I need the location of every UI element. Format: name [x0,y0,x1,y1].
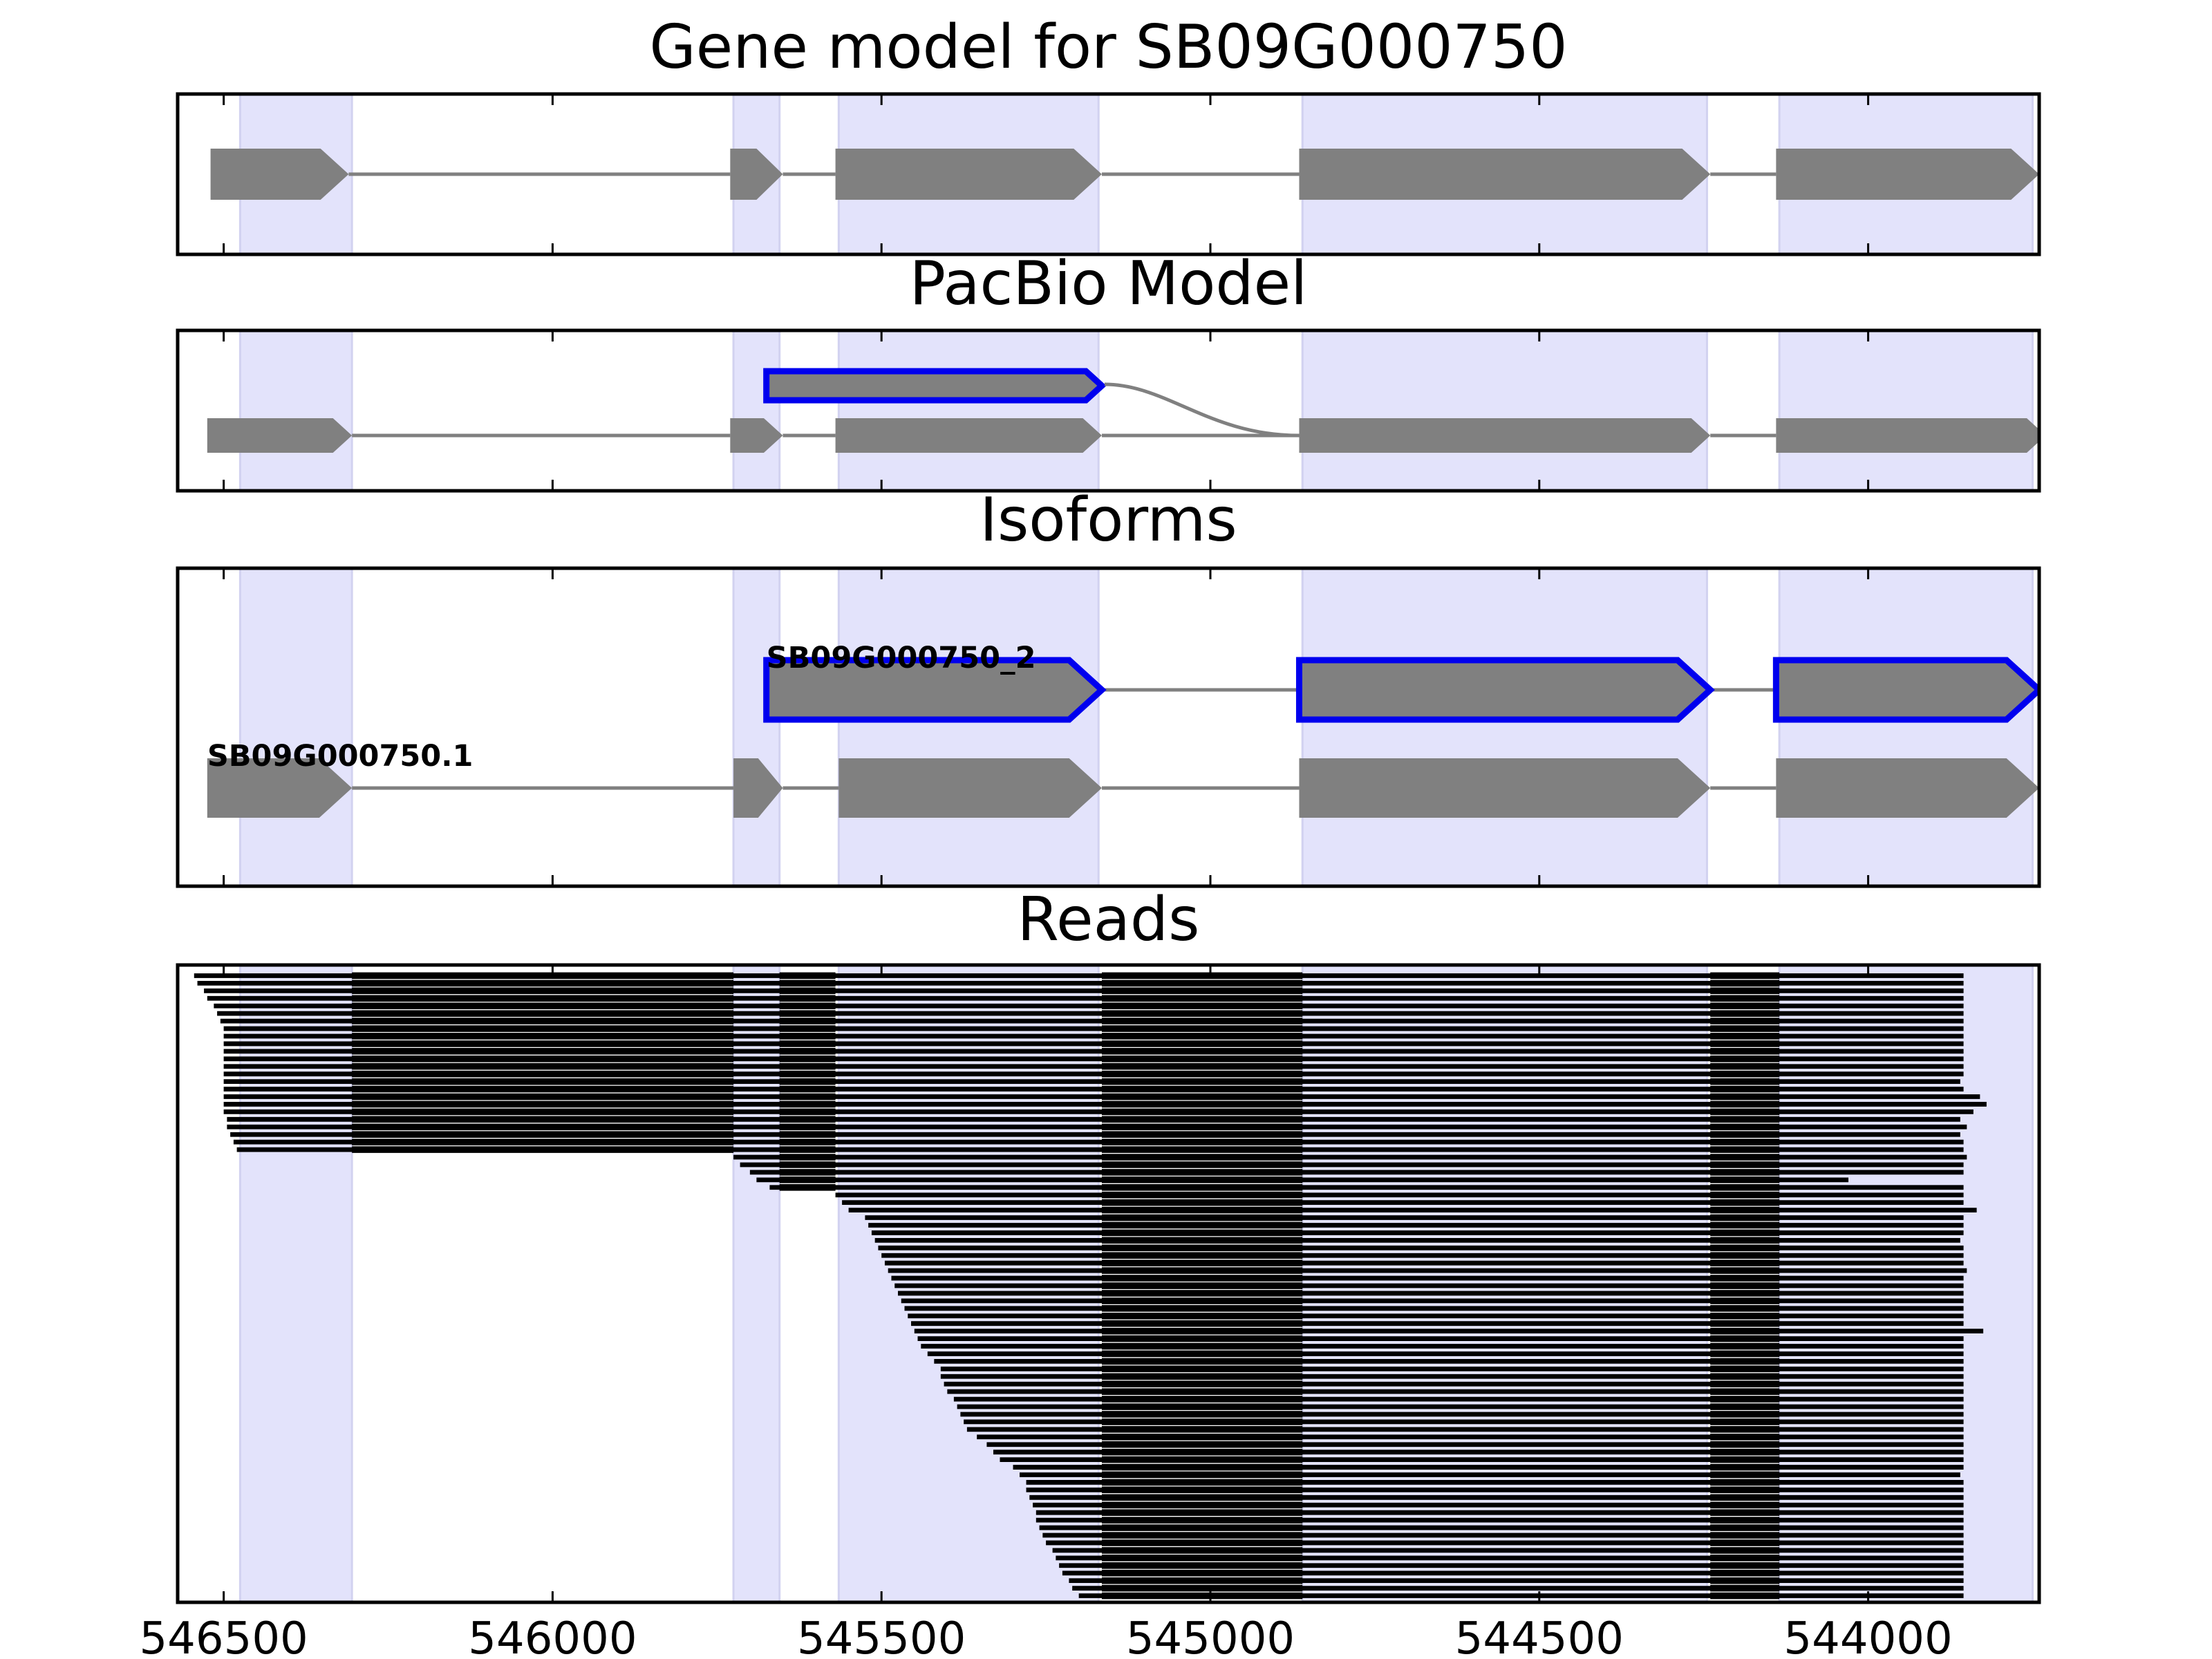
panel-2-plot-area [207,568,2039,886]
panel-1: PacBio Model [176,248,2041,493]
panel-0: Gene model for SB09G000750 [176,12,2041,256]
panel-1-transcript-0-exon-2 [835,418,1102,453]
panel-2-highlight-region-3 [1301,568,1708,886]
x-tick-label-5: 544000 [1783,1613,1952,1659]
panel-0-transcript-0-exon-0 [210,149,349,200]
panel-1-transcript-0-exon-4 [1776,418,2039,453]
panel-0-transcript-0-exon-2 [835,149,1102,200]
x-tick-label-0: 546500 [139,1613,308,1659]
panel-2-highlight-region-2 [837,568,1100,886]
panel-1-frame [176,328,2041,493]
panel-1-transcript-0-exon-1 [730,418,783,453]
panel-1-highlight-region-2 [837,330,1100,491]
x-axis: 546500 546000 545500 545000 544500 544000 [139,1613,1952,1659]
panel-0-transcript-0-exon-4 [1776,149,2039,200]
panel-2-transcript-0-exon-2 [1772,657,2039,723]
panel-2-highlight-region-1 [732,568,781,886]
isoform-label-2: SB09G000750_2 [767,641,1036,675]
panel-2: SB09G000750_2 SB09G000750.1 Isoforms [176,485,2041,888]
panel-0-transcript-0-exon-1 [730,149,783,200]
x-tick-label-3: 545000 [1126,1613,1295,1659]
panel-2-transcript-1-exon-1 [733,758,783,818]
panel-0-frame [176,92,2041,256]
panel-3-frame [176,963,2041,1604]
panel-1-highlight-region-1 [732,330,781,491]
panel-3: Reads [176,884,2041,1604]
panel-2-highlight-region-0 [238,568,353,886]
panel-1-title: PacBio Model [910,248,1308,319]
panel-2-transcript-0-exon-0 [763,657,1107,723]
panel-1-novel-junction [1104,382,1300,438]
panel-1-transcript-0-exon-0 [207,418,353,453]
panel-2-highlight-region-4 [1778,568,2034,886]
panel-2-transcript-0-exon-1 [1295,657,1715,723]
panel-2-transcript-1-exon-4 [1776,758,2039,818]
panel-0-plot-area [210,94,2039,254]
panel-1-highlight-region-3 [1301,330,1708,491]
panel-1-highlight-region-0 [238,330,353,491]
x-tick-label-2: 545500 [797,1613,966,1659]
panel-2-transcript-1-exon-3 [1299,758,1711,818]
panel-0-title: Gene model for SB09G000750 [649,12,1567,82]
panel-2-transcript-1-exon-0 [207,758,353,818]
panel-1-highlight-region-4 [1778,330,2034,491]
panel-0-transcript-0-exon-3 [1299,149,1711,200]
panel-3-plot-area [194,965,2034,1602]
panel-1-transcript-0-exon-3 [1299,418,1711,453]
panel-2-transcript-1-exon-2 [838,758,1102,818]
panel-2-title: Isoforms [980,485,1237,555]
panel-1-plot-area [207,330,2039,491]
panel-3-highlight-region-1 [732,965,781,1602]
panel-3-highlight-region-0 [238,965,353,1602]
panel-2-frame [176,566,2041,888]
x-tick-label-1: 546000 [468,1613,637,1659]
panel-1-transcript-1-exon-0 [763,368,1107,404]
isoform-label-1: SB09G000750.1 [207,739,474,774]
x-tick-label-4: 544500 [1455,1613,1624,1659]
panel-3-title: Reads [1018,884,1200,955]
